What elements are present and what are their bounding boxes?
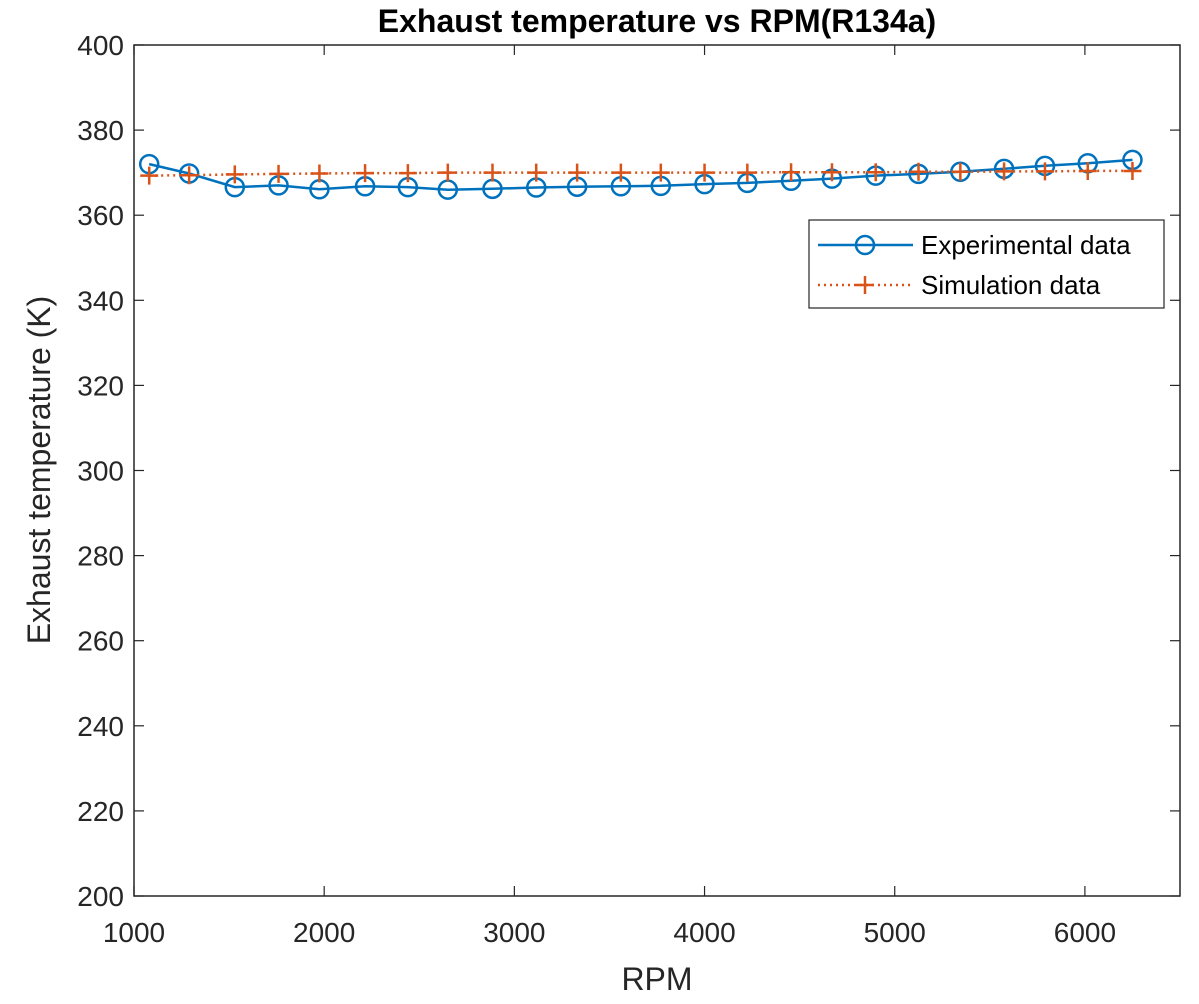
plot-area: 1000 2000 3000 4000 5000 6000 200 220 240 260 280… [77,30,1181,948]
legend-box [808,219,1165,309]
x-tick-label-1000: 1000 [103,917,165,948]
y-axis-label: Exhaust temperature (K) [21,296,57,645]
y-tick-label-400: 400 [77,30,124,61]
series-1-point-14 [738,163,757,182]
legend-label-experimental: Experimental data [921,230,1131,260]
y-axis-ticks [134,44,1180,897]
series-1-point-2 [225,165,244,184]
x-tick-label-5000: 5000 [864,917,926,948]
series-1-point-20 [995,162,1014,181]
series-1-point-9 [527,163,546,182]
legend-marker-simulation [856,276,874,294]
legend-label-simulation: Simulation data [921,270,1101,300]
y-tick-label-340: 340 [77,285,124,316]
x-axis-ticks [133,45,1086,896]
y-tick-label-260: 260 [77,626,124,657]
series-1-point-6 [398,164,417,183]
series-1-point-22 [1078,161,1097,180]
x-axis-label: RPM [621,961,692,997]
series-1-point-12 [651,163,670,182]
legend-entry-experimental: Experimental data [818,230,1131,260]
series-layer [138,149,1143,200]
legend: Experimental data Simulation data [808,219,1165,309]
x-tick-label-4000: 4000 [673,917,735,948]
series-1-point-11 [611,163,630,182]
y-tick-label-320: 320 [77,370,124,401]
y-tick-label-360: 360 [77,200,124,231]
y-tick-label-220: 220 [77,796,124,827]
chart-title: Exhaust temperature vs RPM(R134a) [378,3,936,39]
legend-marker-experimental [854,234,876,256]
series-1-point-17 [866,163,885,182]
x-tick-label-3000: 3000 [483,917,545,948]
series-1-point-16 [822,163,841,182]
series-1-point-3 [269,164,288,183]
series-1-point-8 [483,163,502,182]
series-1-point-10 [568,163,587,182]
legend-entry-simulation: Simulation data [818,270,1101,300]
series-1-point-4 [310,164,329,183]
series-1-point-5 [356,164,375,183]
series-1-point-19 [951,162,970,181]
series-1-point-1 [180,166,199,185]
y-axis-tick-labels: 200 220 240 260 280 300 320 340 360 380 400 [77,30,124,912]
y-tick-label-200: 200 [77,881,124,912]
x-tick-label-2000: 2000 [293,917,355,948]
series-1-point-18 [909,162,928,181]
y-tick-label-240: 240 [77,711,124,742]
series-1-point-21 [1035,162,1054,181]
y-tick-label-380: 380 [77,115,124,146]
x-axis-tick-labels: 1000 2000 3000 4000 5000 6000 [103,917,1116,948]
series-1-point-15 [782,163,801,182]
series-1-point-0 [140,166,159,185]
y-tick-label-280: 280 [77,541,124,572]
x-tick-label-6000: 6000 [1054,917,1116,948]
series-1-point-13 [695,163,714,182]
series-1-point-23 [1123,161,1142,180]
y-tick-label-300: 300 [77,456,124,487]
series-1-point-7 [438,163,457,182]
